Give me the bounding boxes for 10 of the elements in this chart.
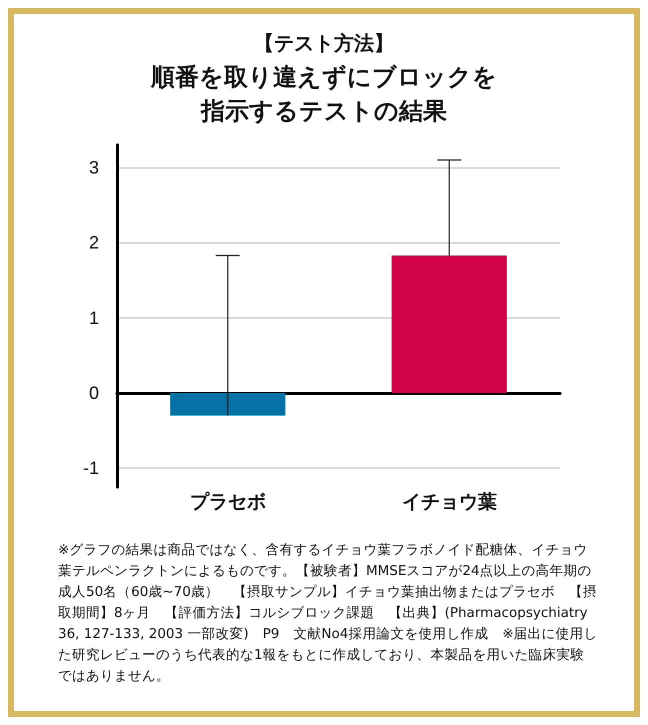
x-tick-label: プラセボ — [190, 491, 266, 513]
chart-title: 【テスト方法】 — [253, 30, 395, 57]
y-tick-label: 0 — [88, 383, 99, 404]
y-tick-label: 2 — [88, 232, 99, 253]
y-tick-label: 3 — [88, 158, 99, 178]
chart-subtitle: 順番を取り違えずにブロックを指示するテストの結果 — [150, 62, 498, 127]
text: ※グラフの結果は商品ではなく、含有するイチョウ葉フラボノイド配糖体、イチョウ葉テルペンラクトンによるものです。【被験者】MMSEスコアが24点以上の高年期の成人50名（60歳~70歳） 【摂取サンプル】イチョウ葉抽出物またはプラセボ 【摂取期間】8ヶ月 【評価方法】コルシブロック課題 【出典】(Pharmacopsychiatry 36, 127-133, 2003 一部改変) P9 文献No4採用論文を使用し作成 ※届出に使用した研究レビューのうち代表的な1報をもとに作成しており、本製品を用いた臨床実験ではありません。 — [58, 541, 598, 686]
y-tick-label: 1 — [88, 308, 99, 328]
x-tick-label: イチョウ葉 — [402, 491, 497, 513]
y-tick-label: -1 — [82, 458, 99, 478]
